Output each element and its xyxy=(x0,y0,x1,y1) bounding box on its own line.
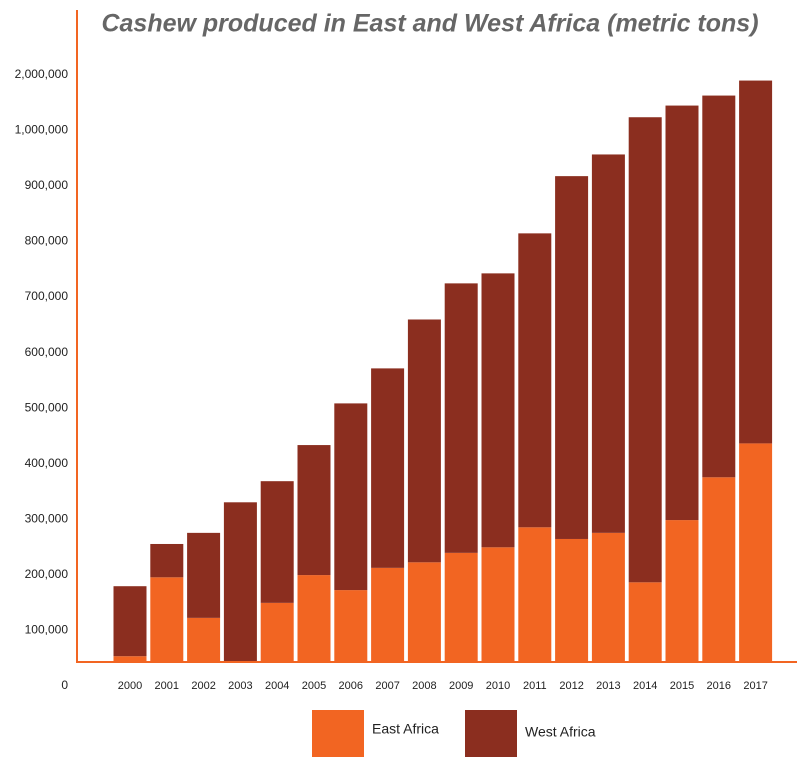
bar-segment xyxy=(371,368,405,568)
x-tick-label: 2004 xyxy=(265,680,289,692)
bar-segment xyxy=(665,520,699,662)
x-tick-label: 2006 xyxy=(339,680,363,692)
bar-segment xyxy=(407,319,441,563)
x-tick-label: 2003 xyxy=(228,680,252,692)
y-tick-label: 200,000 xyxy=(25,567,69,581)
bar-segment xyxy=(628,582,662,662)
x-tick-label: 2015 xyxy=(670,680,694,692)
chart-title: Cashew produced in East and West Africa … xyxy=(101,10,758,38)
y-tick-label: 500,000 xyxy=(25,400,69,414)
bar-segment xyxy=(481,547,515,662)
y-tick-label: 1,000,000 xyxy=(15,123,69,137)
x-tick-label: 2014 xyxy=(633,680,657,692)
x-tick-label: 2008 xyxy=(412,680,436,692)
x-tick-label: 2017 xyxy=(743,680,767,692)
bar-segment xyxy=(223,502,257,662)
bar-segment xyxy=(739,80,773,444)
bar-segment xyxy=(444,552,478,662)
y-tick-label: 700,000 xyxy=(25,289,69,303)
x-tick-label: 2001 xyxy=(155,680,179,692)
bars xyxy=(113,80,773,662)
y-tick-label: 0 xyxy=(61,678,68,692)
bar-segment xyxy=(555,176,589,539)
bar-segment xyxy=(150,577,184,662)
bar-segment xyxy=(518,527,552,662)
bar-segment xyxy=(187,532,221,618)
x-tick-label: 2013 xyxy=(596,680,620,692)
bar-segment xyxy=(371,567,405,662)
bar-segment xyxy=(260,481,294,603)
legend-label: East Africa xyxy=(372,721,439,737)
bar-segment xyxy=(518,233,552,528)
bar-segment xyxy=(628,117,662,583)
bar-segment xyxy=(150,543,184,578)
x-tick-label: 2007 xyxy=(375,680,399,692)
bar-segment xyxy=(665,105,699,521)
y-tick-label: 2,000,000 xyxy=(15,67,69,81)
bar-segment xyxy=(334,590,368,662)
y-tick-label: 300,000 xyxy=(25,511,69,525)
bar-segment xyxy=(113,656,147,662)
bar-segment xyxy=(187,617,221,662)
bar-segment xyxy=(555,538,589,662)
bar-segment xyxy=(334,403,368,591)
bar-segment xyxy=(260,602,294,662)
legend-swatch xyxy=(465,710,517,757)
legend-label: West Africa xyxy=(525,724,596,740)
bar-segment xyxy=(444,283,478,553)
bar-segment xyxy=(739,443,773,662)
bar-segment xyxy=(407,562,441,662)
x-tick-label: 2000 xyxy=(118,680,142,692)
y-tick-label: 800,000 xyxy=(25,234,69,248)
bar-segment xyxy=(113,586,147,657)
y-tick-label: 600,000 xyxy=(25,345,69,359)
x-tick-label: 2016 xyxy=(707,680,731,692)
bar-segment xyxy=(702,95,736,478)
x-tick-label: 2010 xyxy=(486,680,510,692)
x-tick-label: 2012 xyxy=(559,680,583,692)
bar-segment xyxy=(297,445,331,576)
x-tick-label: 2002 xyxy=(191,680,215,692)
y-tick-label: 400,000 xyxy=(25,456,69,470)
y-tick-label: 900,000 xyxy=(25,178,69,192)
bar-segment xyxy=(481,273,515,548)
bar-segment xyxy=(297,575,331,662)
legend-swatch xyxy=(312,710,364,757)
y-tick-label: 100,000 xyxy=(25,623,69,637)
x-tick-label: 2011 xyxy=(523,680,547,692)
bar-segment xyxy=(591,532,625,662)
x-tick-label: 2009 xyxy=(449,680,473,692)
bar-segment xyxy=(591,154,625,533)
x-tick-label: 2005 xyxy=(302,680,326,692)
bar-segment xyxy=(702,477,736,662)
